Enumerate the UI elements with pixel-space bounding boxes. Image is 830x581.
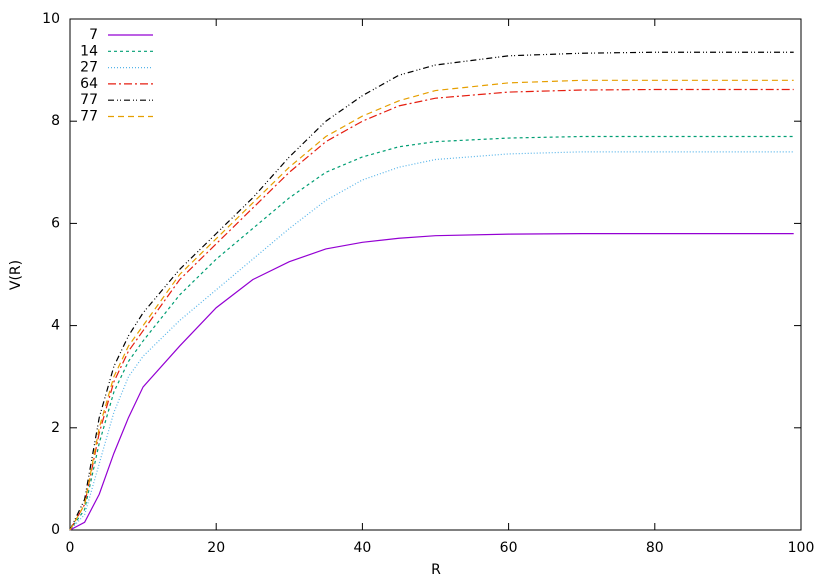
legend-label: 14: [80, 43, 98, 59]
legend-label: 77: [80, 92, 98, 108]
series-line: [69, 88, 794, 531]
series-line: [69, 135, 794, 531]
legend-label: 77: [80, 109, 98, 125]
plot-frame: [69, 18, 802, 531]
x-tick-label: 80: [646, 540, 664, 556]
series-line: [69, 151, 794, 531]
y-tick-label: 4: [51, 318, 60, 334]
y-axis-label: V(R): [8, 260, 24, 290]
y-tick-label: 0: [51, 522, 60, 538]
legend-label: 27: [80, 60, 98, 76]
series-line: [69, 233, 794, 531]
x-tick-label: 0: [66, 540, 75, 556]
x-tick-label: 40: [353, 540, 371, 556]
series-line: [69, 79, 794, 531]
series-line: [69, 51, 794, 531]
x-tick-label: 20: [207, 540, 225, 556]
x-tick-label: 100: [788, 540, 815, 556]
x-axis-label: R: [431, 562, 441, 578]
legend-label: 7: [89, 27, 98, 43]
y-tick-label: 2: [51, 420, 60, 436]
x-tick-label: 60: [500, 540, 518, 556]
y-tick-label: 10: [42, 11, 60, 27]
y-tick-label: 6: [51, 215, 60, 231]
y-tick-label: 8: [51, 113, 60, 129]
legend-label: 64: [80, 76, 98, 92]
